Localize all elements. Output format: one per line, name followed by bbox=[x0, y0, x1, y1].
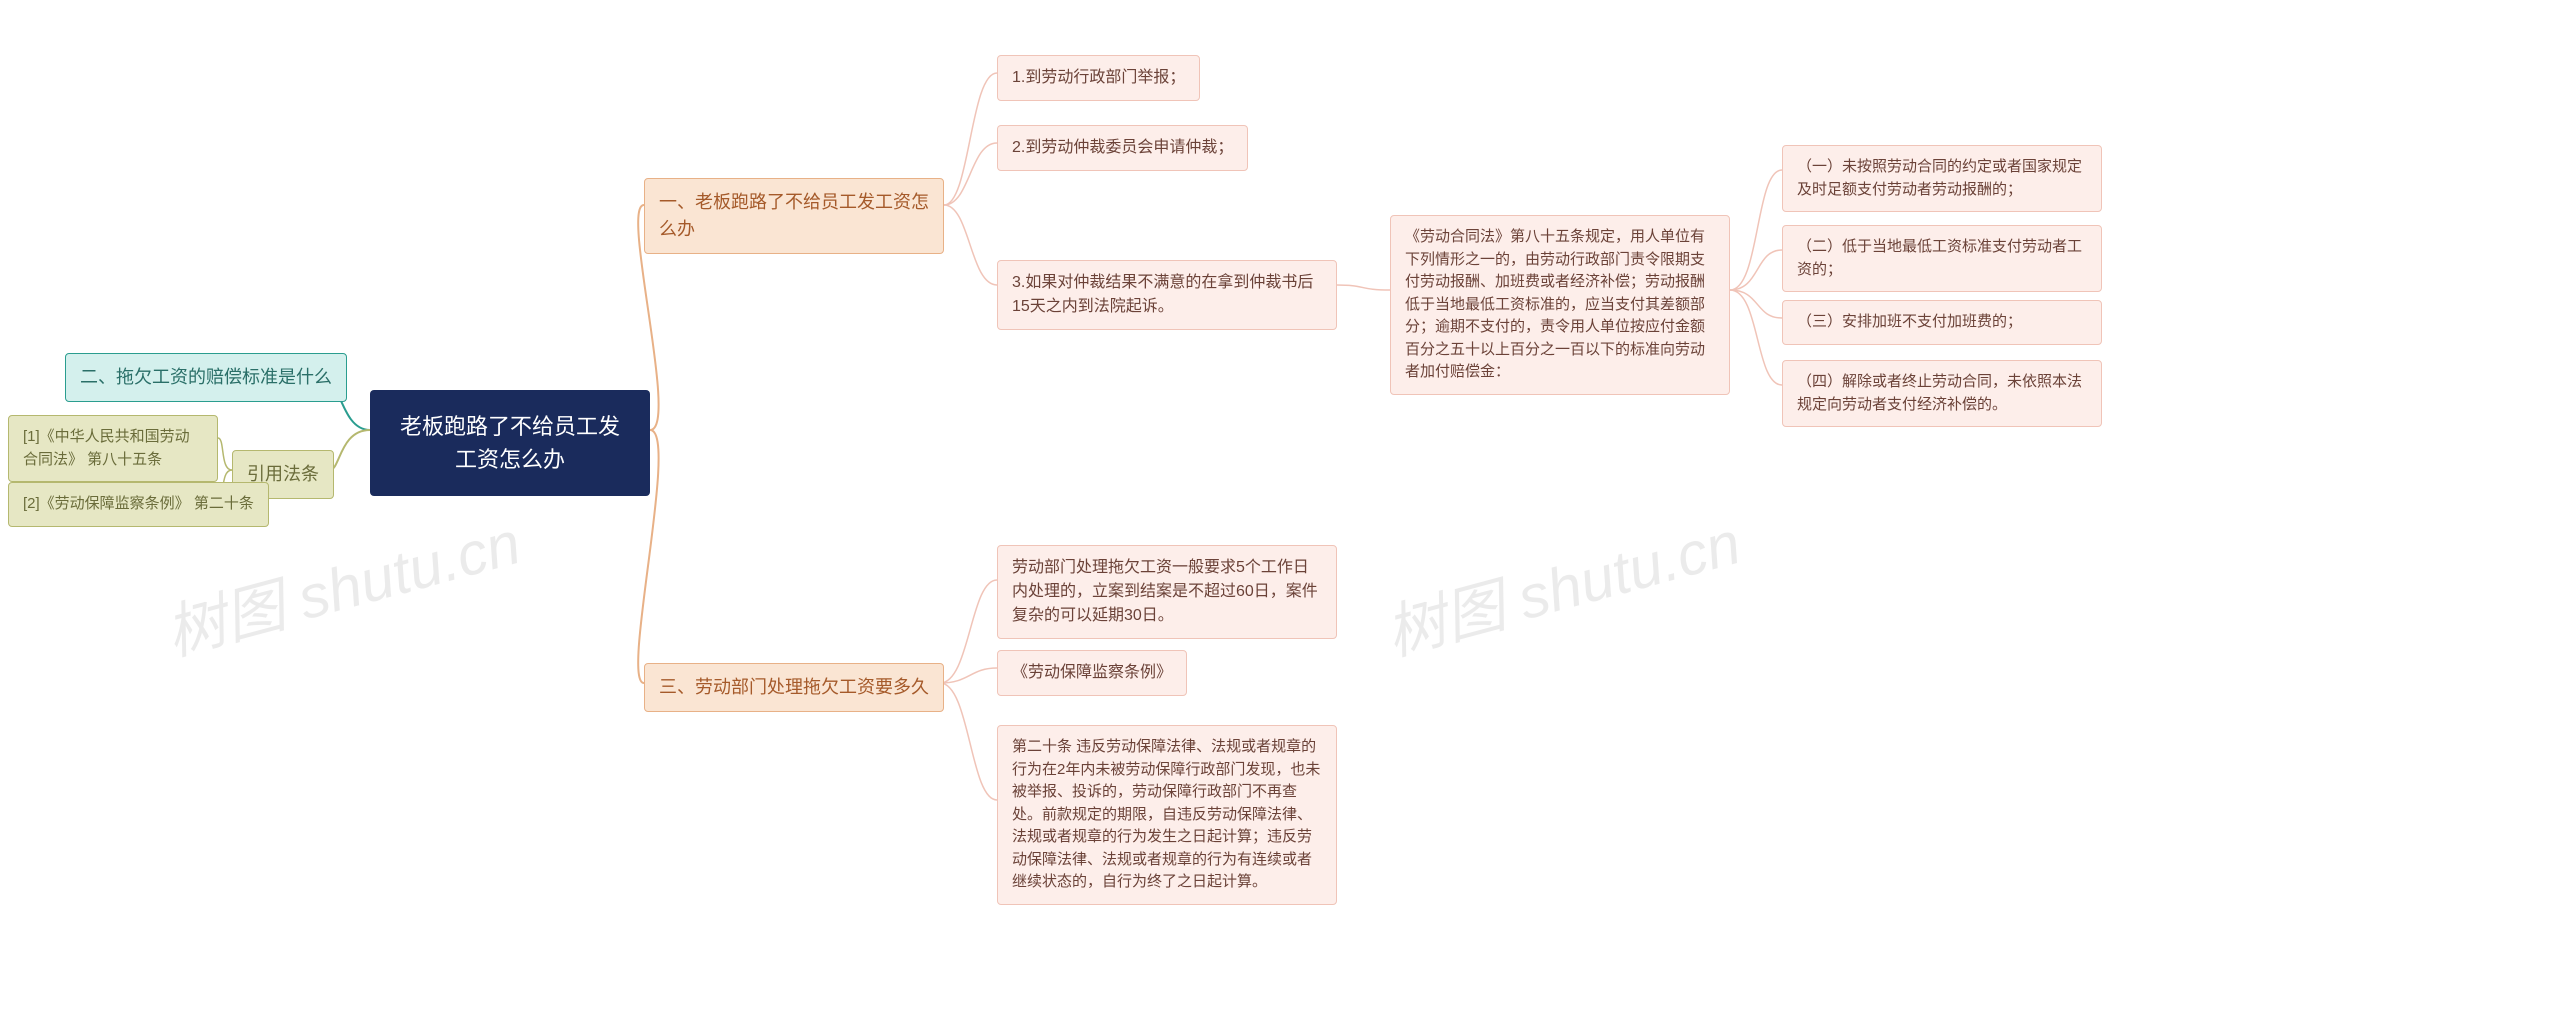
node-s1-item3: 3.如果对仲裁结果不满意的在拿到仲裁书后15天之内到法院起诉。 bbox=[997, 260, 1337, 330]
node-reference-1: [1]《中华人民共和国劳动合同法》 第八十五条 bbox=[8, 415, 218, 482]
node-compensation-standard: 二、拖欠工资的赔偿标准是什么 bbox=[65, 353, 347, 402]
watermark-2: 树图 shutu.cn bbox=[1375, 494, 1749, 672]
node-s1-sub-3: （三）安排加班不支付加班费的； bbox=[1782, 300, 2102, 345]
root-node: 老板跑路了不给员工发工资怎么办 bbox=[370, 390, 650, 496]
node-s1-item1: 1.到劳动行政部门举报； bbox=[997, 55, 1200, 101]
node-s3-item2: 《劳动保障监察条例》 bbox=[997, 650, 1187, 696]
node-s1-item2: 2.到劳动仲裁委员会申请仲裁； bbox=[997, 125, 1248, 171]
node-s1-sub-1: （一）未按照劳动合同的约定或者国家规定及时足额支付劳动者劳动报酬的； bbox=[1782, 145, 2102, 212]
node-s3-item3: 第二十条 违反劳动保障法律、法规或者规章的行为在2年内未被劳动保障行政部门发现，… bbox=[997, 725, 1337, 905]
node-reference-2: [2]《劳动保障监察条例》 第二十条 bbox=[8, 482, 269, 527]
node-s3-item1: 劳动部门处理拖欠工资一般要求5个工作日内处理的，立案到结案是不超过60日，案件复… bbox=[997, 545, 1337, 639]
node-s1-sub-4: （四）解除或者终止劳动合同，未依照本法规定向劳动者支付经济补偿的。 bbox=[1782, 360, 2102, 427]
node-section3: 三、劳动部门处理拖欠工资要多久 bbox=[644, 663, 944, 712]
node-section1: 一、老板跑路了不给员工发工资怎么办 bbox=[644, 178, 944, 254]
node-s1-item3-sub: 《劳动合同法》第八十五条规定，用人单位有下列情形之一的，由劳动行政部门责令限期支… bbox=[1390, 215, 1730, 395]
node-s1-sub-2: （二）低于当地最低工资标准支付劳动者工资的； bbox=[1782, 225, 2102, 292]
